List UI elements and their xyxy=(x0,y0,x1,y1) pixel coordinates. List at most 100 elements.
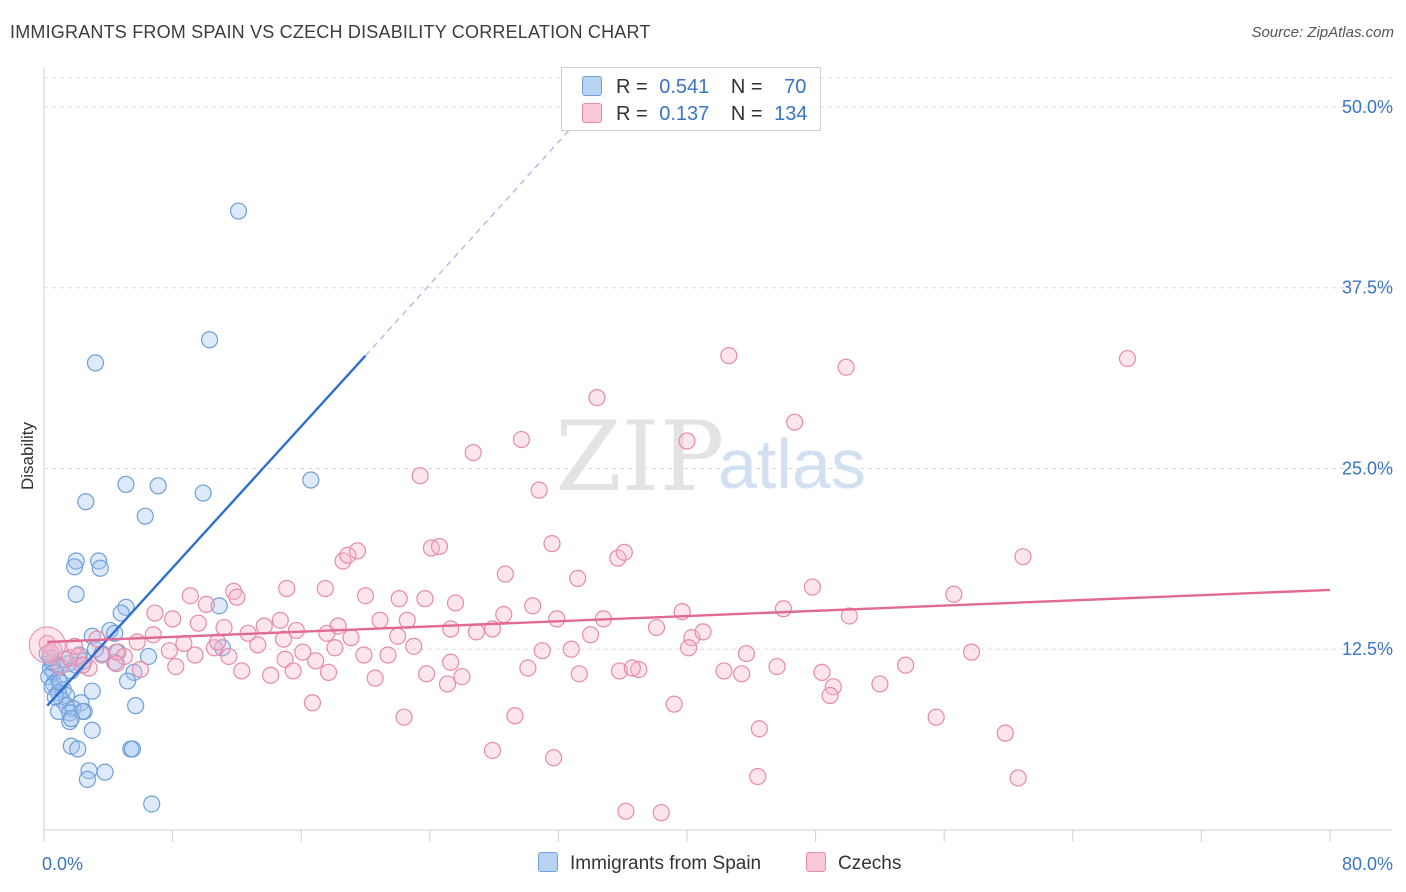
spain-point xyxy=(139,647,158,666)
czechs-point xyxy=(837,358,855,376)
czechs-point xyxy=(581,626,600,644)
source-credit: Source: ZipAtlas.com xyxy=(1251,24,1394,41)
spain-point xyxy=(90,552,108,570)
czechs-point xyxy=(496,565,514,583)
spain-point xyxy=(67,552,85,570)
czechs-point xyxy=(733,665,751,683)
czechs-point xyxy=(284,662,302,680)
stats-row-spain: R = 0.541 N = 70 xyxy=(582,76,806,100)
y-tick-label: 37.5% xyxy=(1342,278,1393,298)
czechs-point xyxy=(339,546,357,564)
czechs-point xyxy=(1118,349,1137,368)
spain-point xyxy=(61,704,79,722)
stats-legend: R = 0.541 N = 70 R = 0.137 N = 134 xyxy=(561,67,821,131)
czechs-point xyxy=(630,660,648,679)
czechs-point xyxy=(562,640,580,658)
czechs-point xyxy=(665,695,683,713)
czechs-point xyxy=(453,668,471,686)
czechs-point xyxy=(271,611,289,629)
czechs-point xyxy=(446,594,465,612)
czechs-point xyxy=(417,665,436,683)
czechs-point xyxy=(278,579,296,598)
spain-point xyxy=(83,682,101,700)
spain-point xyxy=(136,507,154,525)
czechs-point xyxy=(93,646,111,664)
czechs-point xyxy=(146,604,164,622)
watermark: ZIP atlas xyxy=(555,401,866,513)
spain-point xyxy=(143,795,161,813)
czechs-point xyxy=(442,653,460,671)
r-value-czechs: 0.137 xyxy=(659,103,710,125)
czechs-point xyxy=(813,663,831,681)
czechs-point xyxy=(416,590,434,608)
legend-item-czechs[interactable]: Czechs xyxy=(806,852,901,875)
czechs-point xyxy=(294,643,312,661)
czechs-point xyxy=(840,607,858,625)
czechs-point xyxy=(249,636,267,654)
czechs-point xyxy=(543,535,561,553)
spain-trend-line xyxy=(46,354,367,707)
czechs-point xyxy=(131,660,150,679)
czechs-point xyxy=(167,657,185,676)
spain-point xyxy=(62,710,80,728)
spain-point xyxy=(112,604,130,622)
czechs-point xyxy=(371,611,389,629)
czechs-point xyxy=(962,643,981,661)
r-label: R = xyxy=(616,103,648,125)
tick-labels: 12.5% 25.0% 37.5% 50.0% 0.0% 80.0% xyxy=(42,97,1393,874)
spain-point xyxy=(61,712,79,731)
czechs-cluster-point xyxy=(28,626,66,664)
czechs-point xyxy=(316,579,334,598)
n-value-czechs: 134 xyxy=(774,103,808,125)
spain-point xyxy=(51,673,69,692)
spain-point xyxy=(200,331,219,349)
czechs-point xyxy=(228,588,246,606)
spain-point xyxy=(69,740,87,758)
n-label: N = xyxy=(730,76,763,98)
n-label: N = xyxy=(730,103,763,125)
czechs-point xyxy=(390,590,408,608)
grid-lines xyxy=(44,77,1392,650)
czechs-point xyxy=(215,618,233,637)
czechs-point xyxy=(680,639,698,657)
czechs-point xyxy=(395,708,413,726)
czechs-point xyxy=(189,614,207,632)
spain-point xyxy=(149,477,167,495)
czechs-point xyxy=(897,656,915,674)
axes xyxy=(43,68,1392,842)
legend-item-spain[interactable]: Immigrants from Spain xyxy=(538,852,761,875)
watermark-atlas: atlas xyxy=(718,425,866,503)
spain-point xyxy=(229,202,248,220)
spain-point xyxy=(91,559,109,577)
czechs-point xyxy=(442,620,460,638)
spain-point xyxy=(43,678,61,696)
czechs-point xyxy=(524,597,542,615)
czechs-point xyxy=(356,587,375,605)
legend-swatch-spain xyxy=(538,852,558,872)
legend-label-czechs: Czechs xyxy=(838,853,902,874)
czechs-point xyxy=(319,663,338,681)
y-tick-label: 12.5% xyxy=(1342,639,1393,659)
czechs-point xyxy=(307,652,325,670)
spain-point xyxy=(123,740,142,758)
czechs-point xyxy=(483,741,502,760)
czechs-point xyxy=(803,578,821,596)
n-value-spain: 70 xyxy=(784,76,807,98)
czechs-point xyxy=(65,637,84,655)
czechs-point xyxy=(128,633,146,651)
czechs-point xyxy=(749,767,767,786)
czechs-point xyxy=(303,694,322,712)
czechs-point xyxy=(438,675,457,693)
czechs-point xyxy=(768,657,786,676)
czechs-point xyxy=(750,720,768,738)
czechs-point xyxy=(737,644,756,663)
czechs-point xyxy=(720,347,738,365)
data-points xyxy=(28,202,1137,822)
czechs-point xyxy=(342,629,360,647)
czechs-point xyxy=(220,647,238,666)
czechs-point xyxy=(348,542,367,560)
czechs-point xyxy=(430,537,449,556)
czechs-point xyxy=(927,708,945,726)
czechs-point xyxy=(398,611,416,629)
